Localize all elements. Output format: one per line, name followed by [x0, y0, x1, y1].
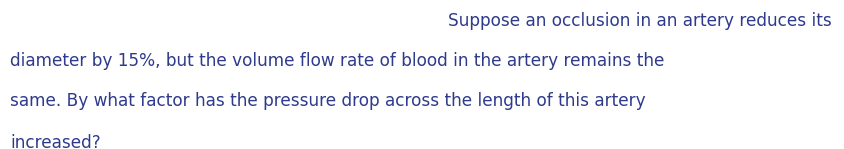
Text: same. By what factor has the pressure drop across the length of this artery: same. By what factor has the pressure dr…: [10, 92, 646, 110]
Text: increased?: increased?: [10, 134, 100, 149]
Text: Suppose an occlusion in an artery reduces its: Suppose an occlusion in an artery reduce…: [447, 12, 831, 30]
Text: diameter by 15%, but the volume flow rate of blood in the artery remains the: diameter by 15%, but the volume flow rat…: [10, 52, 664, 70]
